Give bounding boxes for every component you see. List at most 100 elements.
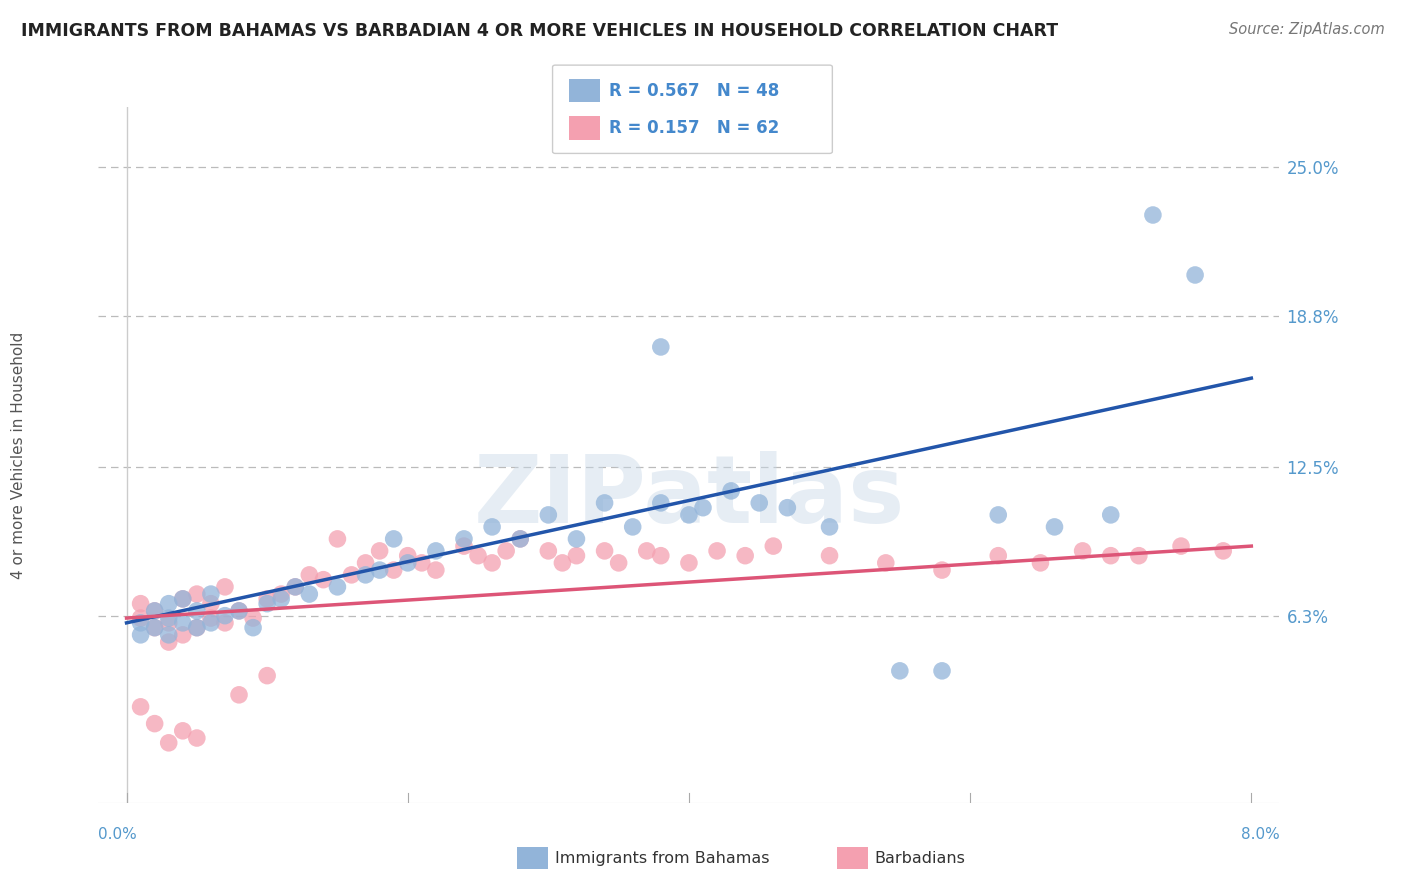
Point bbox=[593, 544, 616, 558]
Point bbox=[875, 556, 897, 570]
Point bbox=[818, 549, 841, 563]
Point bbox=[481, 520, 503, 534]
Point bbox=[157, 628, 180, 642]
Point bbox=[186, 621, 208, 635]
Point bbox=[157, 615, 180, 630]
Point bbox=[172, 591, 194, 606]
Point bbox=[284, 580, 307, 594]
Point bbox=[678, 508, 700, 522]
Text: Immigrants from Bahamas: Immigrants from Bahamas bbox=[555, 851, 770, 865]
Point bbox=[593, 496, 616, 510]
Point bbox=[1029, 556, 1052, 570]
Point bbox=[129, 628, 152, 642]
Point bbox=[818, 520, 841, 534]
Point bbox=[453, 532, 475, 546]
Point bbox=[228, 604, 250, 618]
Point bbox=[284, 580, 307, 594]
Point bbox=[565, 549, 588, 563]
Point bbox=[186, 731, 208, 745]
Point bbox=[368, 563, 391, 577]
Point bbox=[720, 483, 742, 498]
Point bbox=[1099, 508, 1122, 522]
Point bbox=[650, 496, 672, 510]
Point bbox=[551, 556, 574, 570]
Point bbox=[1170, 539, 1192, 553]
Point bbox=[326, 580, 349, 594]
Point bbox=[157, 611, 180, 625]
Point bbox=[509, 532, 531, 546]
Point bbox=[734, 549, 756, 563]
Point bbox=[200, 611, 222, 625]
Point bbox=[425, 544, 447, 558]
Text: 8.0%: 8.0% bbox=[1240, 827, 1279, 841]
Point bbox=[214, 580, 236, 594]
Point bbox=[396, 556, 419, 570]
Point bbox=[312, 573, 335, 587]
Point bbox=[1128, 549, 1150, 563]
Point bbox=[157, 736, 180, 750]
Text: ZIPatlas: ZIPatlas bbox=[474, 450, 904, 542]
Point bbox=[200, 597, 222, 611]
Point bbox=[495, 544, 517, 558]
Point bbox=[607, 556, 630, 570]
Point bbox=[172, 723, 194, 738]
Point bbox=[129, 699, 152, 714]
Point bbox=[537, 508, 560, 522]
Point bbox=[748, 496, 770, 510]
Point bbox=[214, 615, 236, 630]
Point bbox=[368, 544, 391, 558]
Point bbox=[565, 532, 588, 546]
Point bbox=[143, 604, 166, 618]
Text: R = 0.157   N = 62: R = 0.157 N = 62 bbox=[609, 119, 779, 136]
Point bbox=[411, 556, 433, 570]
Point bbox=[1142, 208, 1164, 222]
Point bbox=[382, 532, 405, 546]
Point bbox=[129, 615, 152, 630]
Point bbox=[509, 532, 531, 546]
Point bbox=[186, 604, 208, 618]
Point bbox=[270, 587, 292, 601]
Point bbox=[354, 567, 377, 582]
Point bbox=[467, 549, 489, 563]
Point bbox=[256, 668, 278, 682]
Point bbox=[706, 544, 728, 558]
Point bbox=[143, 621, 166, 635]
Point bbox=[987, 508, 1010, 522]
Point bbox=[425, 563, 447, 577]
Text: R = 0.567   N = 48: R = 0.567 N = 48 bbox=[609, 82, 779, 100]
Point bbox=[1043, 520, 1066, 534]
Point bbox=[172, 615, 194, 630]
Point bbox=[200, 587, 222, 601]
Point bbox=[186, 621, 208, 635]
Point bbox=[382, 563, 405, 577]
Point bbox=[636, 544, 658, 558]
Text: Source: ZipAtlas.com: Source: ZipAtlas.com bbox=[1229, 22, 1385, 37]
Point bbox=[481, 556, 503, 570]
Point bbox=[172, 591, 194, 606]
Point bbox=[242, 621, 264, 635]
Point bbox=[762, 539, 785, 553]
Point bbox=[200, 615, 222, 630]
Point bbox=[143, 621, 166, 635]
Point bbox=[157, 597, 180, 611]
Point bbox=[326, 532, 349, 546]
Point bbox=[129, 597, 152, 611]
Point bbox=[157, 635, 180, 649]
Text: IMMIGRANTS FROM BAHAMAS VS BARBADIAN 4 OR MORE VEHICLES IN HOUSEHOLD CORRELATION: IMMIGRANTS FROM BAHAMAS VS BARBADIAN 4 O… bbox=[21, 22, 1059, 40]
Point bbox=[987, 549, 1010, 563]
Point bbox=[1184, 268, 1206, 282]
Point bbox=[621, 520, 644, 534]
Point bbox=[340, 567, 363, 582]
Point bbox=[143, 716, 166, 731]
Point bbox=[931, 563, 953, 577]
Point bbox=[172, 628, 194, 642]
Text: 0.0%: 0.0% bbox=[98, 827, 138, 841]
Point bbox=[1099, 549, 1122, 563]
Point bbox=[242, 611, 264, 625]
Point bbox=[396, 549, 419, 563]
Point bbox=[143, 604, 166, 618]
Point bbox=[650, 549, 672, 563]
Point bbox=[1212, 544, 1234, 558]
Text: 4 or more Vehicles in Household: 4 or more Vehicles in Household bbox=[11, 331, 25, 579]
Point bbox=[1071, 544, 1094, 558]
